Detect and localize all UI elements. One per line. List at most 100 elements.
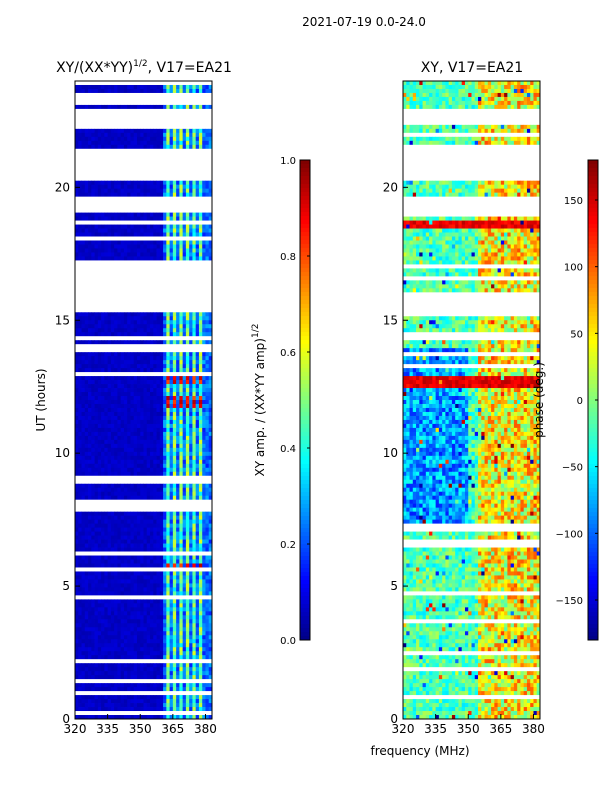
heatmap-cell (198, 84, 203, 90)
heatmap-cell (150, 188, 154, 194)
heatmap-cell (176, 699, 180, 704)
heatmap-cell (81, 443, 86, 449)
heatmap-cell (81, 360, 86, 365)
heatmap-cell (120, 647, 125, 652)
heatmap-cell (189, 244, 193, 249)
heatmap-cell (110, 188, 115, 194)
heatmap-cell (127, 256, 131, 261)
heatmap-cell (185, 527, 190, 532)
heatmap-cell (107, 144, 112, 150)
heatmap-cell (117, 188, 122, 194)
heatmap-cell (91, 675, 95, 680)
heatmap-cell (143, 411, 148, 417)
heatmap-cell (195, 192, 200, 198)
heatmap-cell (166, 423, 170, 429)
amplitude-title-main: XY/(XX*YY) (56, 60, 133, 76)
heatmap-cell (110, 364, 115, 369)
heatmap-cell (94, 411, 99, 417)
colorbar-step (300, 488, 310, 493)
heatmap-cell (176, 707, 180, 712)
heatmap-cell (189, 192, 193, 198)
heatmap-cell (114, 523, 118, 528)
heatmap-cell (195, 431, 200, 437)
heatmap-cell (208, 487, 213, 493)
heatmap-cell (150, 411, 154, 417)
heatmap-cell (179, 312, 184, 317)
heatmap-cell (491, 96, 495, 102)
heatmap-cell (169, 88, 174, 94)
heatmap-cell (75, 439, 79, 445)
heatmap-cell (202, 635, 206, 640)
heatmap-cell (91, 447, 95, 453)
heatmap-cell (91, 256, 95, 261)
heatmap-cell (172, 603, 177, 608)
heatmap-cell (101, 547, 105, 552)
colorbar-step (300, 256, 310, 261)
heatmap-cell (192, 356, 197, 361)
heatmap-cell (163, 471, 167, 477)
heatmap-cell (179, 368, 184, 373)
heatmap-cell (153, 316, 157, 321)
heatmap-cell (179, 615, 184, 620)
heatmap-cell (468, 84, 472, 90)
heatmap-cell (130, 543, 135, 548)
heatmap-cell (176, 228, 180, 233)
heatmap-cell (91, 439, 95, 445)
heatmap-cell (123, 356, 128, 361)
heatmap-cell (78, 400, 82, 405)
heatmap-cell (172, 144, 177, 150)
heatmap-cell (75, 252, 79, 257)
heatmap-cell (156, 419, 161, 425)
heatmap-cell (403, 88, 407, 94)
heatmap-cell (143, 463, 148, 469)
heatmap-cell (163, 639, 167, 644)
heatmap-cell (81, 240, 86, 245)
heatmap-cell (494, 88, 498, 94)
heatmap-cell (120, 140, 125, 146)
heatmap-cell (202, 491, 206, 497)
heatmap-cell (202, 483, 206, 489)
heatmap-cell (143, 435, 148, 441)
heatmap-cell (146, 575, 151, 580)
heatmap-cell (172, 639, 177, 644)
heatmap-cell (140, 611, 144, 616)
heatmap-cell (101, 240, 105, 245)
heatmap-cell (130, 136, 135, 142)
heatmap-cell (91, 415, 95, 421)
heatmap-cell (487, 92, 492, 98)
heatmap-cell (202, 699, 206, 704)
heatmap-cell (104, 228, 109, 233)
heatmap-cell (101, 128, 105, 134)
heatmap-cell (185, 396, 190, 401)
heatmap-cell (110, 675, 115, 680)
heatmap-cell (91, 707, 95, 712)
heatmap-cell (500, 88, 505, 94)
heatmap-cell (205, 256, 210, 261)
heatmap-cell (101, 623, 105, 628)
heatmap-cell (150, 651, 154, 656)
heatmap-cell (110, 316, 115, 321)
heatmap-gap-row (75, 711, 212, 716)
heatmap-cell (110, 411, 115, 417)
heatmap-cell (114, 495, 118, 501)
colorbar-tick-label: 1.0 (280, 156, 296, 167)
heatmap-cell (185, 483, 190, 489)
heatmap-cell (78, 316, 82, 321)
heatmap-cell (198, 312, 203, 317)
heatmap-cell (81, 216, 86, 221)
heatmap-cell (172, 411, 177, 417)
heatmap-cell (205, 188, 210, 194)
heatmap-cell (163, 232, 167, 237)
heatmap-cell (136, 132, 141, 138)
heatmap-cell (123, 519, 128, 525)
heatmap-cell (198, 328, 203, 333)
heatmap-cell (127, 535, 131, 540)
heatmap-cell (104, 643, 109, 648)
heatmap-cell (202, 647, 206, 652)
heatmap-cell (101, 132, 105, 138)
heatmap-cell (497, 88, 502, 94)
heatmap-cell (176, 328, 180, 333)
heatmap-cell (179, 136, 184, 142)
heatmap-cell (88, 419, 92, 425)
heatmap-cell (202, 324, 206, 329)
